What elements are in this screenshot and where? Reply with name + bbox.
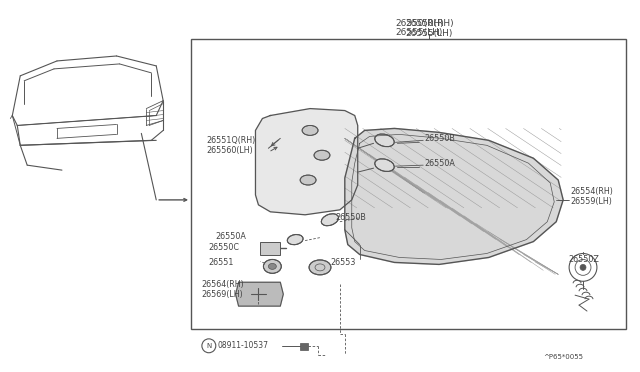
Ellipse shape <box>302 125 318 135</box>
Text: N: N <box>206 343 211 349</box>
Ellipse shape <box>375 159 394 171</box>
Text: 26551Q(RH): 26551Q(RH) <box>207 136 256 145</box>
Ellipse shape <box>314 150 330 160</box>
Text: 26559(LH): 26559(LH) <box>570 198 612 206</box>
Polygon shape <box>255 109 358 215</box>
Text: 26555(LH): 26555(LH) <box>396 28 443 37</box>
Text: 26550A: 26550A <box>216 232 246 241</box>
Ellipse shape <box>300 175 316 185</box>
Bar <box>191 39 626 329</box>
Text: 26555(LH): 26555(LH) <box>406 29 453 38</box>
Ellipse shape <box>287 234 303 245</box>
Ellipse shape <box>309 260 331 275</box>
Ellipse shape <box>375 134 394 147</box>
Ellipse shape <box>321 214 339 226</box>
Text: 26551: 26551 <box>209 258 234 267</box>
Text: 26550B: 26550B <box>335 213 366 222</box>
Text: 26550Z: 26550Z <box>568 255 599 264</box>
Text: 08911-10537: 08911-10537 <box>218 341 269 350</box>
Bar <box>300 343 308 350</box>
Text: 26550C: 26550C <box>209 243 240 252</box>
Ellipse shape <box>268 263 276 269</box>
Text: 26554(RH): 26554(RH) <box>570 187 613 196</box>
Text: 26553: 26553 <box>330 258 355 267</box>
Text: 26550(RH): 26550(RH) <box>395 19 444 28</box>
Circle shape <box>580 264 586 270</box>
Text: 26569(LH): 26569(LH) <box>201 290 243 299</box>
Bar <box>260 241 280 256</box>
Text: ^P65*0055: ^P65*0055 <box>543 354 583 360</box>
Text: 265560(LH): 265560(LH) <box>207 146 253 155</box>
Text: 26550B: 26550B <box>424 134 455 143</box>
Polygon shape <box>236 282 284 306</box>
Text: 26550A: 26550A <box>424 159 455 168</box>
Ellipse shape <box>264 259 282 273</box>
Polygon shape <box>345 128 563 264</box>
Text: 26550(RH): 26550(RH) <box>405 19 454 28</box>
Text: 26564(RH): 26564(RH) <box>201 280 244 289</box>
